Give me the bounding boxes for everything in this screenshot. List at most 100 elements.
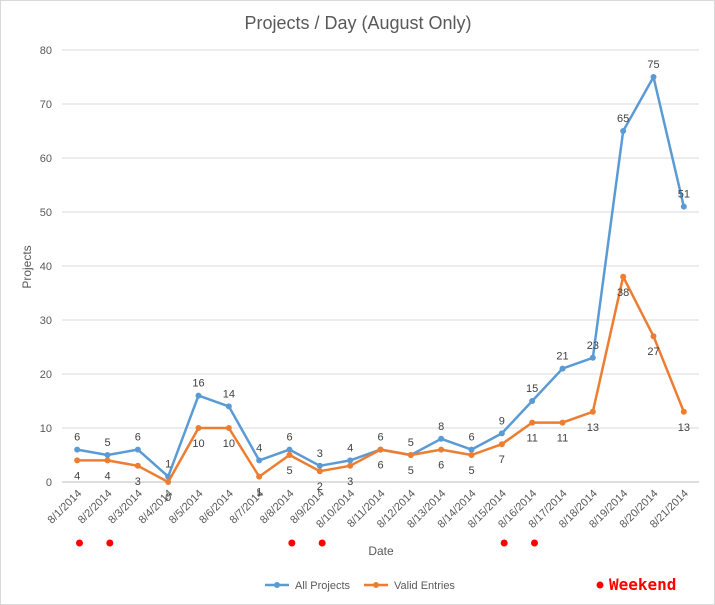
data-label: 4 bbox=[104, 470, 110, 482]
weekend-marker bbox=[500, 539, 508, 547]
data-label: 5 bbox=[104, 437, 110, 449]
y-tick-label: 80 bbox=[40, 45, 52, 57]
weekend-marker bbox=[76, 539, 83, 547]
data-label: 5 bbox=[408, 465, 414, 477]
data-point bbox=[468, 446, 475, 453]
data-label: 6 bbox=[377, 432, 383, 444]
data-label: 4 bbox=[256, 442, 262, 454]
data-point bbox=[407, 452, 414, 458]
data-point bbox=[74, 446, 81, 453]
data-label: 8 bbox=[438, 421, 444, 433]
data-point bbox=[256, 473, 263, 480]
data-label: 1 bbox=[256, 487, 262, 499]
data-point bbox=[195, 425, 202, 431]
data-point bbox=[620, 273, 627, 280]
data-point bbox=[468, 452, 475, 458]
data-label: 27 bbox=[647, 346, 659, 358]
x-axis: 8/1/20148/2/20148/3/20148/4/20148/5/2014… bbox=[46, 481, 699, 531]
data-point bbox=[498, 430, 505, 437]
legend-marker bbox=[373, 582, 379, 588]
data-label: 11 bbox=[526, 433, 537, 445]
data-label: 15 bbox=[526, 383, 538, 395]
y-tick-label: 10 bbox=[40, 423, 52, 435]
data-point bbox=[347, 457, 354, 464]
weekend-markers bbox=[76, 539, 538, 547]
data-label: 4 bbox=[74, 470, 80, 482]
data-point bbox=[104, 452, 111, 458]
data-point bbox=[165, 479, 172, 485]
data-point bbox=[104, 457, 111, 464]
data-label: 4 bbox=[347, 442, 353, 454]
data-label: 38 bbox=[617, 287, 629, 299]
data-label: 5 bbox=[408, 437, 414, 449]
data-label: 1 bbox=[165, 459, 171, 471]
data-label: 21 bbox=[556, 351, 568, 363]
y-tick-label: 40 bbox=[40, 261, 52, 273]
data-point bbox=[529, 398, 536, 404]
data-point bbox=[286, 452, 293, 458]
data-point bbox=[589, 408, 596, 415]
legend: All Projects Valid Entries bbox=[265, 580, 455, 592]
data-point bbox=[377, 446, 384, 453]
data-label: 6 bbox=[135, 432, 141, 444]
data-label: 9 bbox=[499, 415, 505, 427]
data-point bbox=[680, 203, 687, 210]
data-point bbox=[589, 354, 596, 361]
data-label: 0 bbox=[165, 492, 171, 504]
data-point bbox=[316, 468, 323, 475]
chart-title: Projects / Day (August Only) bbox=[244, 13, 471, 33]
data-label: 5 bbox=[468, 465, 474, 477]
data-label: 6 bbox=[468, 432, 474, 444]
data-point bbox=[134, 462, 141, 469]
legend-label: All Projects bbox=[295, 580, 351, 592]
data-point bbox=[559, 419, 566, 426]
data-label: 10 bbox=[192, 438, 204, 450]
data-point bbox=[286, 446, 293, 453]
weekend-marker bbox=[531, 539, 538, 547]
legend-marker bbox=[274, 582, 280, 588]
data-label: 65 bbox=[617, 113, 629, 125]
data-label: 13 bbox=[587, 422, 599, 434]
data-label: 2 bbox=[317, 481, 323, 493]
weekend-legend-marker bbox=[596, 581, 604, 589]
series-layer bbox=[74, 74, 687, 485]
data-point bbox=[438, 435, 445, 442]
data-point bbox=[225, 403, 232, 410]
x-axis-title: Date bbox=[368, 544, 394, 558]
y-tick-label: 70 bbox=[40, 99, 52, 111]
y-tick-label: 50 bbox=[40, 207, 52, 219]
weekend-legend-label: Weekend bbox=[609, 575, 676, 594]
data-label: 16 bbox=[192, 378, 204, 390]
data-label: 6 bbox=[377, 460, 383, 472]
weekend-legend: Weekend bbox=[596, 575, 676, 594]
data-label: 3 bbox=[317, 448, 323, 460]
y-tick-label: 20 bbox=[40, 369, 52, 381]
y-tick-label: 0 bbox=[46, 477, 52, 489]
data-point bbox=[529, 419, 536, 426]
data-label: 23 bbox=[587, 340, 599, 352]
data-label: 3 bbox=[135, 476, 141, 488]
data-point bbox=[438, 446, 445, 453]
data-label: 75 bbox=[647, 59, 659, 71]
weekend-marker bbox=[288, 539, 296, 547]
data-point bbox=[74, 457, 81, 464]
data-point bbox=[316, 462, 323, 469]
data-point bbox=[225, 425, 232, 431]
data-label: 14 bbox=[223, 388, 235, 400]
data-point bbox=[620, 128, 627, 134]
series-line bbox=[76, 75, 686, 478]
data-point bbox=[559, 365, 566, 372]
data-point bbox=[256, 457, 263, 464]
data-label: 51 bbox=[678, 189, 690, 201]
data-point bbox=[498, 441, 505, 448]
weekend-marker bbox=[106, 539, 114, 547]
data-label: 13 bbox=[678, 422, 690, 434]
data-point bbox=[134, 446, 141, 453]
data-label: 7 bbox=[499, 454, 505, 466]
legend-label: Valid Entries bbox=[394, 580, 455, 592]
gridlines bbox=[62, 49, 699, 483]
y-tick-label: 30 bbox=[40, 315, 52, 327]
